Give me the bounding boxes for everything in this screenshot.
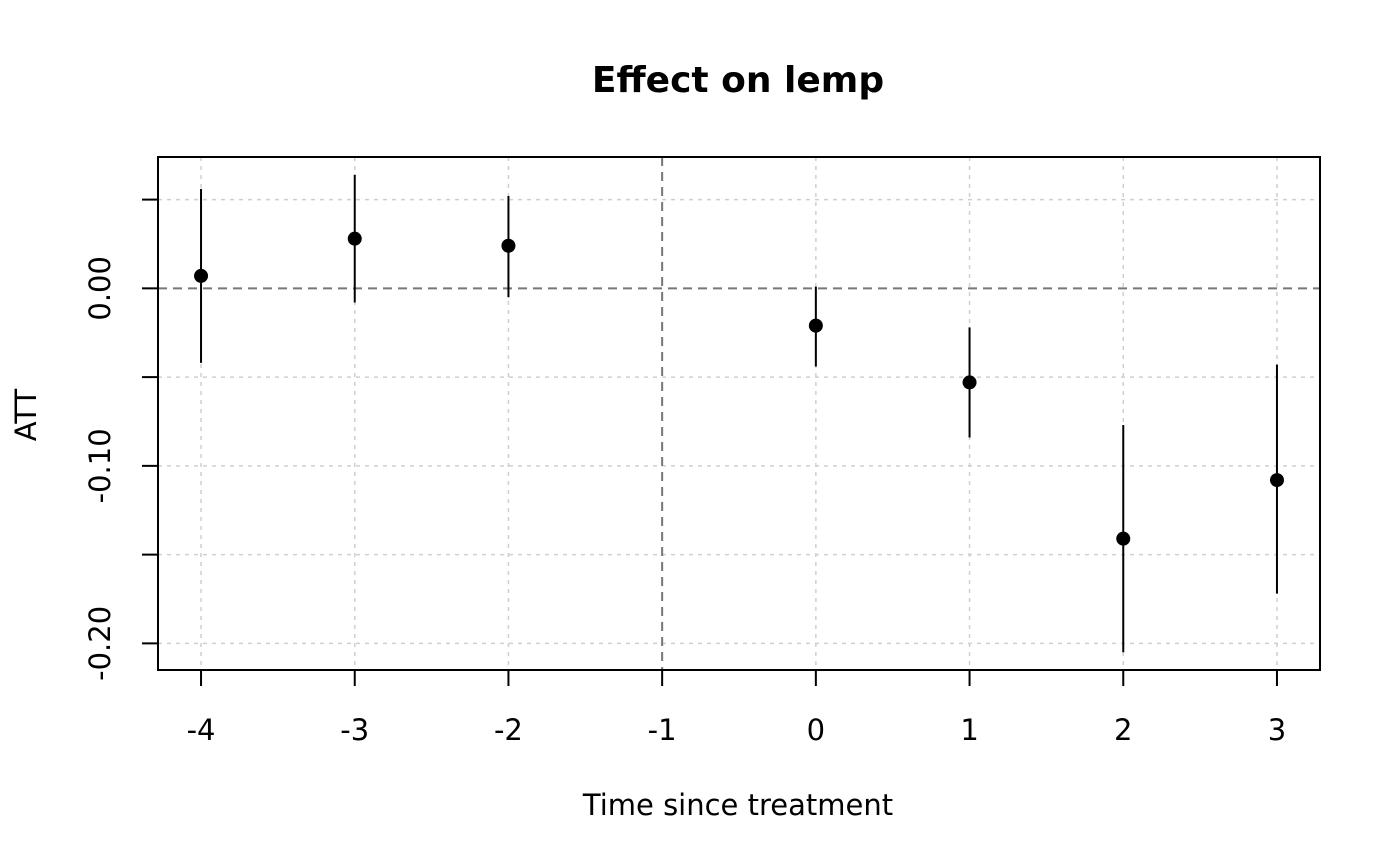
x-tick-label-2: -2	[494, 713, 523, 747]
grid-lines	[158, 157, 1320, 670]
x-tick-label-7: 3	[1268, 713, 1286, 747]
reference-lines	[158, 157, 1320, 670]
x-tick-label-1: -3	[340, 713, 369, 747]
x-tick-label-0: -4	[187, 713, 216, 747]
data-points	[194, 174, 1284, 653]
plot-frame	[157, 156, 1321, 671]
att-point-4	[962, 375, 977, 390]
att-point-0	[194, 268, 209, 283]
y-axis-label: ATT	[9, 388, 43, 441]
att-point-3	[808, 318, 823, 333]
axes: -4 -3 -2 -1 0 1 2 3 -0.20 -0.10 0.00	[83, 198, 1286, 747]
x-tick-label-6: 2	[1114, 713, 1132, 747]
x-tick-label-4: 0	[807, 713, 825, 747]
x-tick-label-3: -1	[648, 713, 677, 747]
y-tick-label-2: -0.10	[83, 428, 117, 503]
att-point-5	[1116, 531, 1131, 546]
y-tick-label-0: -0.20	[83, 606, 117, 681]
att-point-2	[501, 238, 516, 253]
att-point-6	[1269, 473, 1284, 488]
y-tick-label-4: 0.00	[83, 256, 117, 321]
x-axis-label: Time since treatment	[582, 788, 893, 822]
att-point-1	[347, 231, 362, 246]
x-tick-label-5: 1	[960, 713, 978, 747]
chart-title: Effect on lemp	[592, 60, 884, 101]
